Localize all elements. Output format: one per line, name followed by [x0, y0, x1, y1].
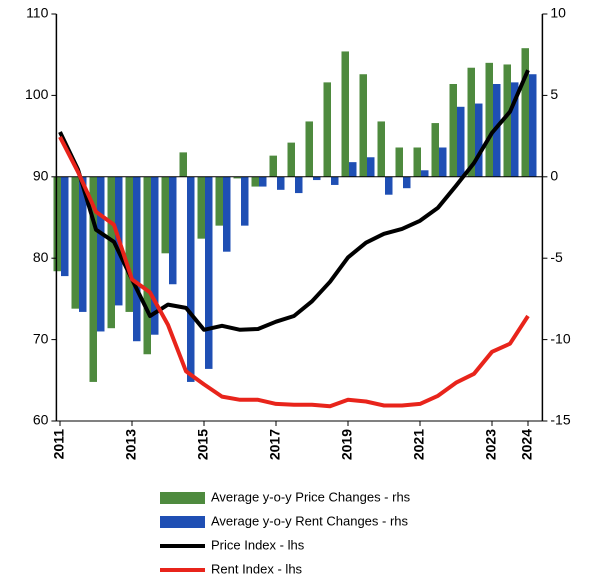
bar [331, 176, 339, 185]
y2-tick-label: 10 [550, 5, 566, 21]
bar [241, 176, 249, 226]
bar [151, 176, 159, 335]
bar [475, 103, 483, 177]
bar [529, 74, 537, 177]
bar [385, 176, 393, 195]
legend-swatch [160, 492, 205, 504]
x-tick-label: 2017 [267, 429, 283, 460]
bar [431, 123, 439, 177]
legend-swatch [160, 516, 205, 528]
x-tick-label: 2024 [519, 429, 535, 460]
bar [503, 64, 511, 177]
bar [125, 176, 133, 312]
bar [403, 176, 411, 189]
bar [215, 176, 223, 226]
bar [511, 82, 519, 177]
line [58, 69, 530, 332]
bar [107, 176, 115, 329]
bar [71, 176, 79, 309]
legend-label: Price Index - lhs [211, 537, 305, 552]
y-tick-label: 110 [26, 5, 49, 21]
bar [187, 176, 195, 382]
bar [233, 176, 241, 179]
bar [205, 176, 213, 369]
bar [485, 62, 493, 177]
bar [295, 176, 303, 194]
bar [493, 84, 501, 177]
bar [349, 162, 357, 177]
bar [169, 176, 177, 285]
bar [143, 176, 151, 355]
bar [413, 147, 421, 177]
bar [97, 176, 105, 332]
bar [341, 51, 349, 177]
bar [449, 84, 457, 177]
x-tick-label: 2019 [339, 429, 355, 460]
bar [79, 176, 87, 312]
y2-tick-label: -10 [550, 330, 570, 346]
bar [197, 176, 205, 239]
y2-tick-label: 0 [550, 168, 558, 184]
bar [521, 48, 529, 177]
legend-label: Average y-o-y Rent Changes - rhs [211, 513, 409, 528]
legend-label: Rent Index - lhs [211, 561, 303, 576]
bar [439, 147, 447, 177]
bar [367, 157, 375, 177]
bar [61, 176, 69, 277]
x-tick-label: 2015 [195, 429, 211, 460]
bar [161, 176, 169, 254]
bar [53, 176, 61, 272]
bar [305, 121, 313, 177]
bar [179, 152, 187, 177]
y2-tick-label: 5 [550, 86, 558, 102]
legend-label: Average y-o-y Price Changes - rhs [211, 489, 411, 504]
y-tick-label: 60 [33, 412, 49, 428]
y-tick-label: 70 [33, 330, 49, 346]
x-tick-label: 2013 [123, 429, 139, 460]
bar [259, 176, 267, 187]
bar [133, 176, 141, 342]
y2-tick-label: -15 [550, 412, 570, 428]
bar [251, 176, 259, 187]
bar [269, 155, 277, 177]
bar [277, 176, 285, 190]
bar [313, 176, 321, 181]
bar [457, 106, 465, 177]
x-tick-label: 2011 [51, 429, 67, 460]
bar [287, 142, 295, 177]
x-tick-label: 2021 [411, 429, 427, 460]
y2-tick-label: -5 [550, 249, 563, 265]
y-tick-label: 90 [33, 168, 49, 184]
bar [467, 67, 475, 177]
bar [89, 176, 97, 382]
y-tick-label: 80 [33, 249, 49, 265]
bar [377, 121, 385, 177]
line [58, 135, 530, 409]
bar [395, 147, 403, 177]
x-tick-label: 2023 [483, 429, 499, 460]
bar [421, 170, 429, 177]
bar [223, 176, 231, 252]
y-tick-label: 100 [25, 86, 49, 102]
bar [359, 74, 367, 177]
bar [323, 82, 331, 177]
